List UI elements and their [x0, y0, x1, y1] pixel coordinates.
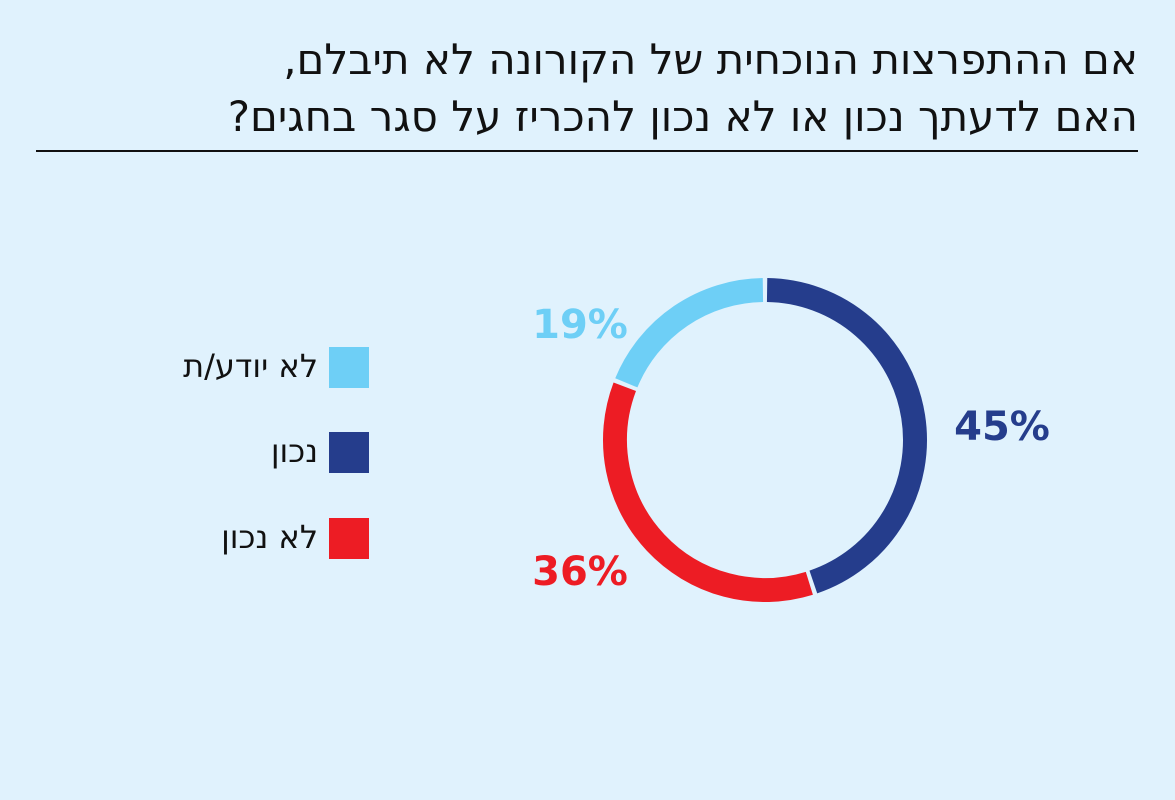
legend-swatch [329, 347, 369, 388]
donut-segment [615, 278, 764, 388]
donut-segment [766, 278, 927, 594]
legend-label: נכון [271, 432, 318, 470]
chart-title: האם לדעתך נכון או לא נכון להכריז על סגר … [228, 92, 1138, 141]
donut-segment [603, 382, 813, 602]
chart-title: אם ההתפרצות הנוכחית של הקורונה לא תיבלם, [283, 35, 1138, 84]
value-label: 36% [532, 549, 628, 595]
legend-label: לא יודע/ת [183, 347, 318, 385]
legend-swatch [329, 432, 369, 473]
legend-swatch [329, 518, 369, 559]
legend-label: לא נכון [221, 518, 318, 556]
value-label: 19% [532, 302, 628, 348]
value-label: 45% [954, 404, 1050, 450]
